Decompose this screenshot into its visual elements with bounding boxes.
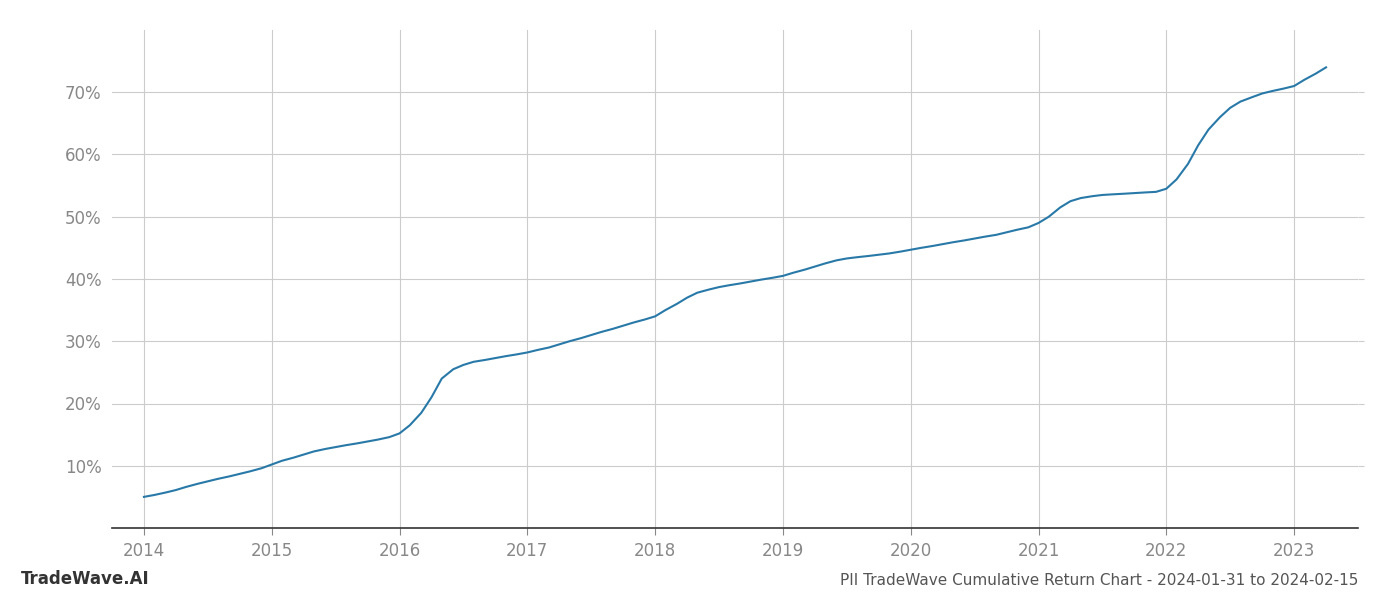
Text: PII TradeWave Cumulative Return Chart - 2024-01-31 to 2024-02-15: PII TradeWave Cumulative Return Chart - … [840,573,1358,588]
Text: TradeWave.AI: TradeWave.AI [21,570,150,588]
